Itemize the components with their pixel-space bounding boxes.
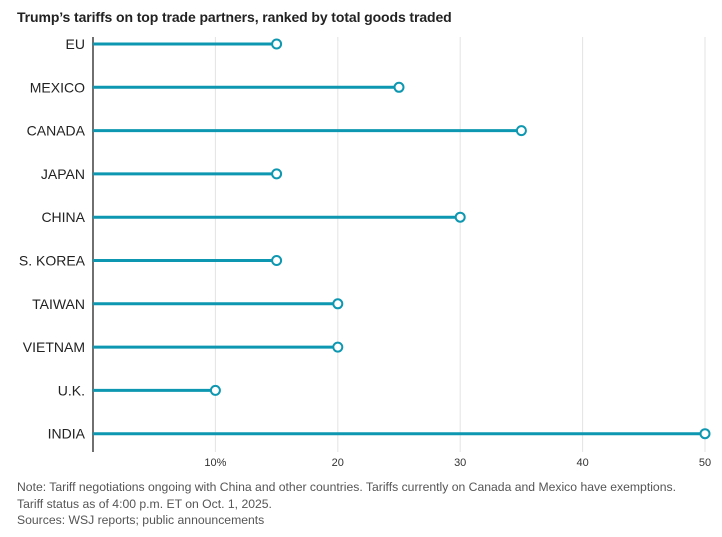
marker-vietnam	[332, 341, 344, 353]
category-label-vietnam: VIETNAM	[23, 339, 85, 355]
category-label-eu: EU	[66, 36, 85, 52]
marker-u-k	[209, 384, 221, 396]
category-label-japan: JAPAN	[41, 166, 85, 182]
lollipops	[93, 38, 711, 440]
marker-mexico	[393, 81, 405, 93]
x-tick-labels: 10% 20 30 40 50	[204, 457, 711, 469]
chart-title: Trump’s tariffs on top trade partners, r…	[17, 9, 452, 25]
chart-notes: Note: Tariff negotiations ongoing with C…	[17, 479, 717, 529]
category-label-canada: CANADA	[27, 123, 86, 139]
x-tick-label-40: 40	[576, 457, 588, 469]
x-tick-label-10: 10%	[204, 457, 226, 469]
category-label-s-korea: S. KOREA	[19, 253, 86, 269]
marker-japan	[271, 168, 283, 180]
note-line-1: Note: Tariff negotiations ongoing with C…	[17, 480, 676, 494]
x-tick-label-50: 50	[699, 457, 711, 469]
category-label-mexico: MEXICO	[30, 79, 85, 95]
category-labels: EU MEXICO CANADA JAPAN CHINA S. KOREA TAIWAN VI…	[19, 36, 86, 442]
marker-canada	[515, 125, 527, 137]
note-line-2: Tariff status as of 4:00 p.m. ET on Oct.…	[17, 496, 272, 511]
marker-china	[454, 211, 466, 223]
marker-s-korea	[271, 255, 283, 266]
tariff-lollipop-chart: EU MEXICO CANADA JAPAN CHINA S. KOREA TAIWAN VI…	[19, 36, 711, 469]
x-tick-label-20: 20	[332, 457, 344, 469]
x-tick-label-30: 30	[454, 457, 466, 469]
marker-india	[699, 428, 711, 440]
note-line-3: Sources: WSJ reports; public announcemen…	[17, 513, 265, 527]
category-label-india: INDIA	[48, 426, 86, 442]
marker-taiwan	[332, 298, 344, 310]
category-label-u-k: U.K.	[58, 382, 85, 398]
gridlines	[214, 37, 706, 452]
category-label-taiwan: TAIWAN	[32, 296, 85, 312]
category-label-china: CHINA	[41, 209, 85, 225]
marker-eu	[271, 38, 283, 50]
